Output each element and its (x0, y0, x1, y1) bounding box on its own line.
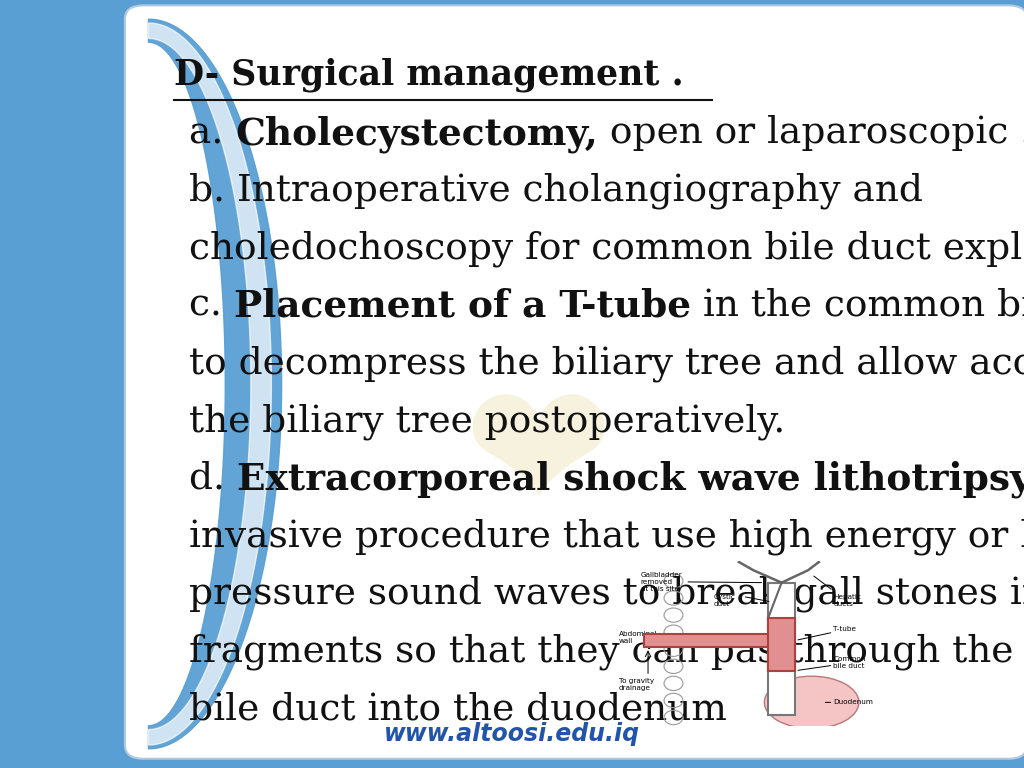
Polygon shape (148, 23, 271, 745)
Text: To gravity
drainage: To gravity drainage (618, 678, 654, 691)
Text: invasive procedure that use high energy or high: invasive procedure that use high energy … (189, 518, 1024, 555)
Text: ❤: ❤ (462, 372, 613, 549)
Bar (768, 618, 796, 670)
Text: Gallbladder
removed
at this site: Gallbladder removed at this site (641, 571, 762, 591)
Text: d.: d. (189, 461, 238, 497)
Text: Placement of a T-tube: Placement of a T-tube (234, 288, 691, 325)
Text: Duodenum: Duodenum (834, 700, 873, 705)
Text: www.altoosi.edu.iq: www.altoosi.edu.iq (384, 723, 640, 746)
Text: in the common bile duct: in the common bile duct (691, 288, 1024, 324)
Text: pressure sound waves to break gall stones into small: pressure sound waves to break gall stone… (189, 576, 1024, 613)
Bar (0, 0, 164, 768)
Text: b. Intraoperative cholangiography and: b. Intraoperative cholangiography and (189, 173, 924, 210)
Bar (768, 583, 796, 715)
Text: choledochoscopy for common bile duct exploration .: choledochoscopy for common bile duct exp… (189, 230, 1024, 267)
Bar (644, 634, 772, 647)
Text: bile duct into the duodenum: bile duct into the duodenum (189, 691, 727, 727)
Ellipse shape (764, 676, 859, 729)
Text: to decompress the biliary tree and allow access into: to decompress the biliary tree and allow… (189, 346, 1024, 382)
Text: open or laparoscopic .: open or laparoscopic . (598, 115, 1024, 151)
Text: Abdominal
wall: Abdominal wall (618, 631, 657, 644)
Text: fragments so that they can pas through the common: fragments so that they can pas through t… (189, 634, 1024, 670)
FancyBboxPatch shape (125, 5, 1024, 759)
Text: c.: c. (189, 288, 234, 324)
Text: D- Surgical management .: D- Surgical management . (174, 58, 684, 92)
Text: Extracorporeal shock wave lithotripsy: Extracorporeal shock wave lithotripsy (238, 461, 1024, 498)
Text: a.: a. (189, 115, 236, 151)
Text: Cholecystectomy,: Cholecystectomy, (236, 115, 598, 153)
Text: Hepatic
ducts: Hepatic ducts (834, 594, 861, 607)
Text: the biliary tree postoperatively.: the biliary tree postoperatively. (189, 403, 785, 440)
Text: T-tube: T-tube (834, 627, 856, 632)
Polygon shape (148, 19, 282, 749)
Text: Common
bile duct: Common bile duct (834, 656, 865, 669)
Text: Cystic
duct: Cystic duct (714, 594, 735, 607)
